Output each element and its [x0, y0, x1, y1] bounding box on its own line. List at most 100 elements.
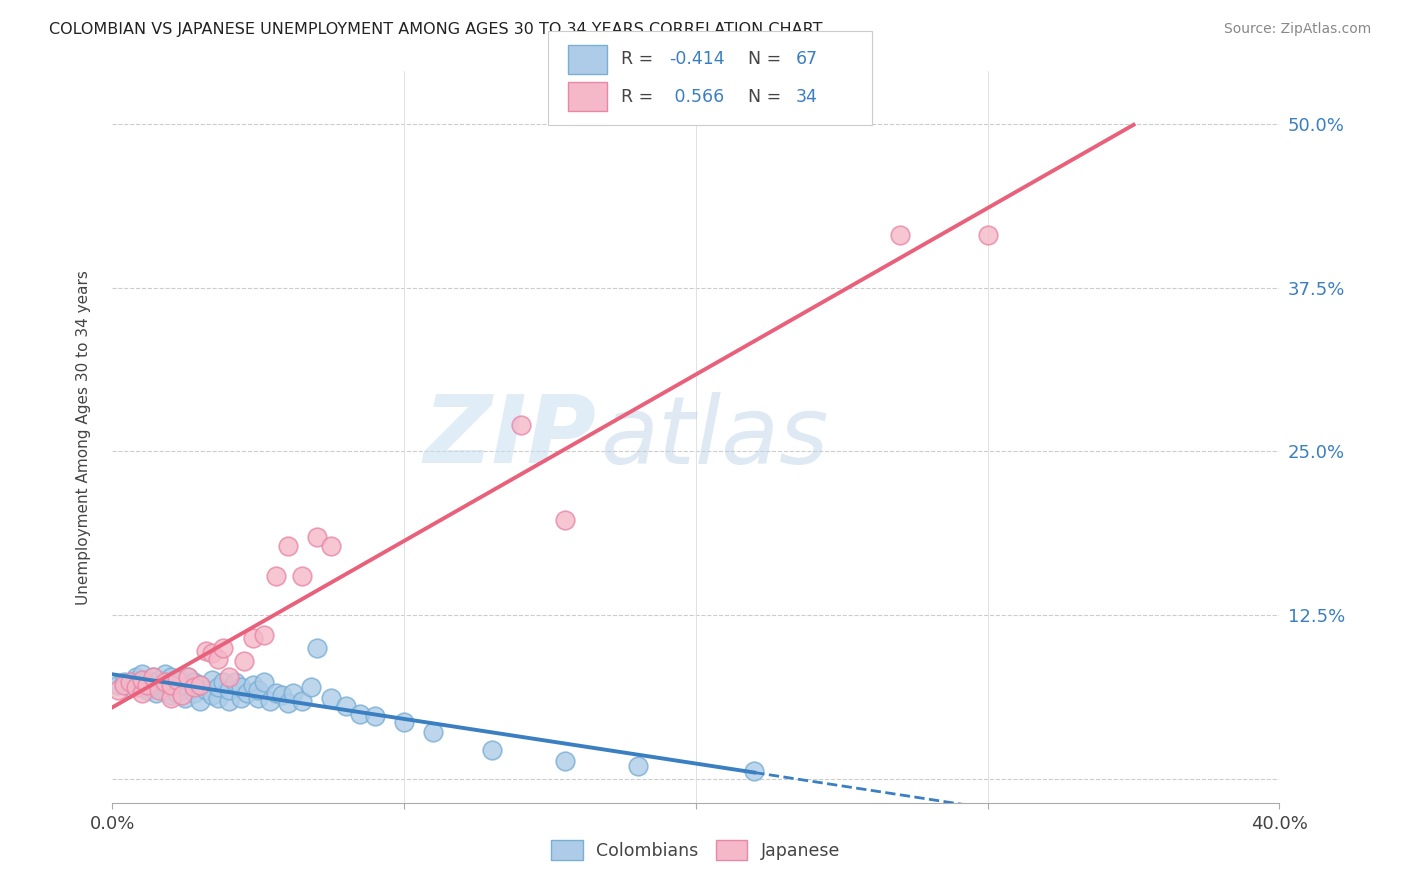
Point [174, 678, 197, 692]
Point [207, 681, 229, 695]
Point [160, 678, 183, 692]
Point [125, 670, 148, 684]
Text: R =: R = [621, 87, 659, 105]
Point [183, 675, 205, 690]
Point [218, 670, 240, 684]
Point [253, 675, 276, 690]
Point [509, 418, 531, 433]
Point [321, 690, 343, 705]
Point [118, 681, 141, 695]
Point [125, 681, 148, 695]
Point [136, 683, 159, 698]
Point [207, 651, 229, 665]
Point [218, 683, 240, 698]
Point [107, 683, 129, 698]
Point [107, 678, 129, 692]
Text: ZIP: ZIP [423, 391, 596, 483]
Point [247, 683, 270, 698]
Point [305, 530, 328, 544]
Point [224, 675, 246, 690]
Point [188, 693, 211, 707]
Point [153, 678, 176, 692]
Text: 0.566: 0.566 [669, 87, 724, 105]
Point [242, 678, 264, 692]
Point [145, 686, 167, 700]
Point [976, 228, 998, 243]
Point [153, 675, 176, 690]
Point [201, 688, 224, 702]
Point [201, 673, 224, 687]
Point [183, 686, 205, 700]
Text: -0.414: -0.414 [669, 51, 724, 69]
Point [160, 688, 183, 702]
Point [153, 667, 176, 681]
Text: N =: N = [748, 87, 787, 105]
Point [201, 646, 224, 660]
Point [270, 688, 292, 702]
Point [235, 686, 257, 700]
Point [291, 693, 314, 707]
Y-axis label: Unemployment Among Ages 30 to 34 years: Unemployment Among Ages 30 to 34 years [76, 269, 91, 605]
Point [148, 683, 170, 698]
Point [148, 673, 170, 687]
Point [166, 686, 188, 700]
Point [172, 688, 194, 702]
Point [142, 670, 165, 684]
Text: Source: ZipAtlas.com: Source: ZipAtlas.com [1223, 22, 1371, 37]
Point [174, 690, 197, 705]
FancyBboxPatch shape [568, 82, 607, 112]
Point [136, 678, 159, 692]
Point [177, 670, 200, 684]
Legend: Colombians, Japanese: Colombians, Japanese [544, 833, 848, 867]
Point [160, 690, 183, 705]
Point [349, 706, 371, 721]
Text: 34: 34 [796, 87, 817, 105]
Point [422, 725, 444, 739]
Point [481, 743, 503, 757]
Point [166, 673, 188, 687]
Point [153, 683, 176, 698]
Point [364, 709, 387, 723]
Point [253, 628, 276, 642]
Point [160, 670, 183, 684]
Point [276, 696, 298, 710]
Point [627, 759, 650, 773]
Text: 67: 67 [796, 51, 818, 69]
Point [321, 539, 343, 553]
Point [335, 698, 357, 713]
Point [207, 690, 229, 705]
Point [112, 678, 135, 692]
Point [229, 681, 252, 695]
Text: atlas: atlas [600, 392, 828, 483]
Point [889, 228, 911, 243]
Point [131, 675, 153, 690]
Text: COLOMBIAN VS JAPANESE UNEMPLOYMENT AMONG AGES 30 TO 34 YEARS CORRELATION CHART: COLOMBIAN VS JAPANESE UNEMPLOYMENT AMONG… [49, 22, 823, 37]
Point [264, 569, 287, 583]
Point [242, 631, 264, 645]
Point [276, 539, 298, 553]
Point [264, 686, 287, 700]
Point [247, 690, 270, 705]
Point [283, 686, 305, 700]
Point [166, 675, 188, 690]
Point [131, 686, 153, 700]
Point [554, 754, 576, 768]
Text: R =: R = [621, 51, 659, 69]
Point [212, 675, 235, 690]
Point [112, 675, 135, 690]
Point [118, 675, 141, 690]
Point [177, 670, 200, 684]
Point [188, 678, 211, 692]
Point [188, 678, 211, 692]
Point [305, 641, 328, 656]
Text: N =: N = [748, 51, 787, 69]
Point [232, 654, 254, 668]
Point [142, 670, 165, 684]
Point [183, 681, 205, 695]
Point [194, 644, 217, 658]
Point [172, 673, 194, 687]
Point [131, 681, 153, 695]
Point [131, 673, 153, 687]
FancyBboxPatch shape [568, 45, 607, 74]
Point [299, 681, 322, 695]
